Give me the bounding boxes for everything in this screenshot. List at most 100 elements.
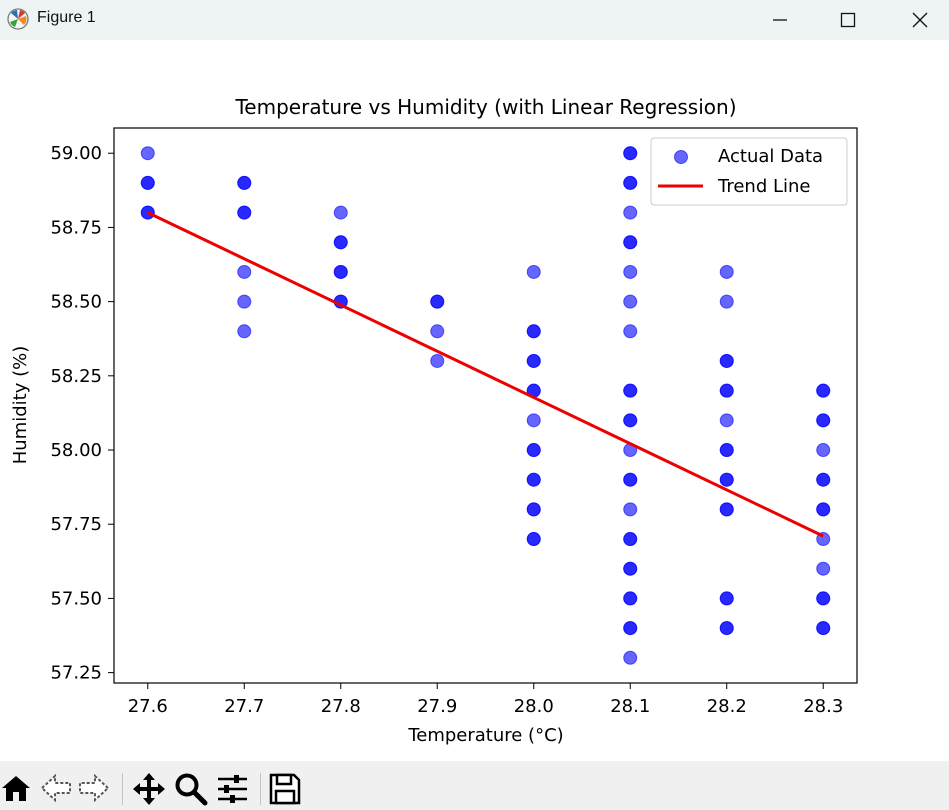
data-point: [623, 591, 638, 606]
figure-canvas[interactable]: Temperature vs Humidity (with Linear Reg…: [0, 40, 949, 761]
legend-marker-points: [674, 150, 688, 164]
data-point: [816, 502, 831, 517]
legend-label-trend: Trend Line: [717, 176, 811, 197]
data-point: [623, 264, 638, 279]
home-icon: [2, 776, 30, 801]
y-tick-label: 58.75: [50, 217, 102, 238]
title-bar: Figure 1: [0, 0, 949, 40]
y-tick-label: 57.50: [50, 588, 102, 609]
data-point: [719, 294, 734, 309]
data-point: [140, 175, 155, 190]
zoom-button[interactable]: [174, 772, 208, 806]
data-point: [816, 413, 831, 428]
data-point: [816, 591, 831, 606]
data-point: [623, 205, 638, 220]
pan-icon: [133, 773, 165, 805]
data-point: [719, 443, 734, 458]
data-point: [623, 175, 638, 190]
save-button[interactable]: [268, 772, 302, 806]
data-point: [333, 205, 348, 220]
data-point: [526, 472, 541, 487]
chart-title: Temperature vs Humidity (with Linear Reg…: [234, 95, 736, 119]
x-tick-label: 27.7: [224, 696, 264, 717]
x-tick-label: 28.1: [610, 696, 650, 717]
matplotlib-icon: [7, 8, 29, 30]
configure-subplots-icon: [218, 775, 247, 803]
configure-subplots-button[interactable]: [216, 772, 250, 806]
y-tick-label: 59.00: [50, 143, 102, 164]
data-point: [623, 383, 638, 398]
x-axis-label: Temperature (°C): [407, 725, 563, 746]
data-point: [623, 324, 638, 339]
data-point: [430, 294, 445, 309]
toolbar-separator: [260, 773, 261, 805]
data-point: [333, 235, 348, 250]
data-point: [719, 413, 734, 428]
navigation-toolbar: [0, 761, 949, 810]
data-point: [623, 502, 638, 517]
data-point: [816, 561, 831, 576]
forward-button[interactable]: [78, 772, 112, 806]
y-tick-label: 58.00: [50, 440, 102, 461]
data-point: [333, 264, 348, 279]
close-button[interactable]: [897, 0, 943, 40]
data-point: [719, 353, 734, 368]
data-point: [526, 443, 541, 458]
y-tick-label: 57.75: [50, 514, 102, 535]
data-point: [140, 146, 155, 161]
y-axis-label: Humidity (%): [10, 346, 31, 465]
data-point: [623, 146, 638, 161]
data-point: [237, 294, 252, 309]
data-point: [430, 353, 445, 368]
data-point: [526, 532, 541, 547]
save-icon: [269, 773, 301, 805]
data-point: [816, 443, 831, 458]
x-tick-label: 28.3: [803, 696, 843, 717]
close-icon: [912, 12, 928, 28]
y-tick-label: 58.25: [50, 366, 102, 387]
forward-arrow-icon: [79, 773, 110, 803]
data-point: [623, 561, 638, 576]
y-tick-label: 58.50: [50, 292, 102, 313]
data-point: [237, 324, 252, 339]
scatter-chart: Temperature vs Humidity (with Linear Reg…: [10, 95, 858, 746]
legend-frame: [650, 137, 848, 206]
plot-frame: [113, 127, 858, 684]
data-point: [719, 264, 734, 279]
data-point: [237, 264, 252, 279]
maximize-icon: [840, 12, 856, 28]
home-button[interactable]: [0, 772, 34, 806]
data-point: [526, 324, 541, 339]
x-tick-label: 28.0: [514, 696, 554, 717]
data-point: [623, 413, 638, 428]
data-point: [719, 502, 734, 517]
data-point: [719, 383, 734, 398]
x-tick-label: 27.9: [417, 696, 457, 717]
data-point: [526, 413, 541, 428]
back-button[interactable]: [40, 772, 74, 806]
data-point: [623, 532, 638, 547]
data-point: [237, 205, 252, 220]
x-tick-label: 28.2: [707, 696, 747, 717]
x-tick-label: 27.6: [128, 696, 168, 717]
data-point: [816, 621, 831, 636]
minimize-button[interactable]: [757, 0, 803, 40]
data-point: [623, 650, 638, 665]
x-axis-ticks: 27.6 27.7 27.8 27.9 28.0 28.1 28.2 28.3: [128, 683, 843, 717]
data-point: [719, 621, 734, 636]
data-point: [816, 383, 831, 398]
data-point: [623, 294, 638, 309]
legend: Actual Data Trend Line: [650, 137, 848, 206]
legend-label-actual: Actual Data: [718, 146, 823, 167]
data-point: [526, 264, 541, 279]
maximize-button[interactable]: [825, 0, 871, 40]
minimize-icon: [773, 19, 787, 21]
pan-button[interactable]: [132, 772, 166, 806]
window-title: Figure 1: [37, 9, 96, 26]
data-point: [623, 621, 638, 636]
data-point: [430, 324, 445, 339]
data-point: [623, 235, 638, 250]
data-point: [816, 472, 831, 487]
data-point: [719, 472, 734, 487]
back-arrow-icon: [40, 773, 71, 803]
